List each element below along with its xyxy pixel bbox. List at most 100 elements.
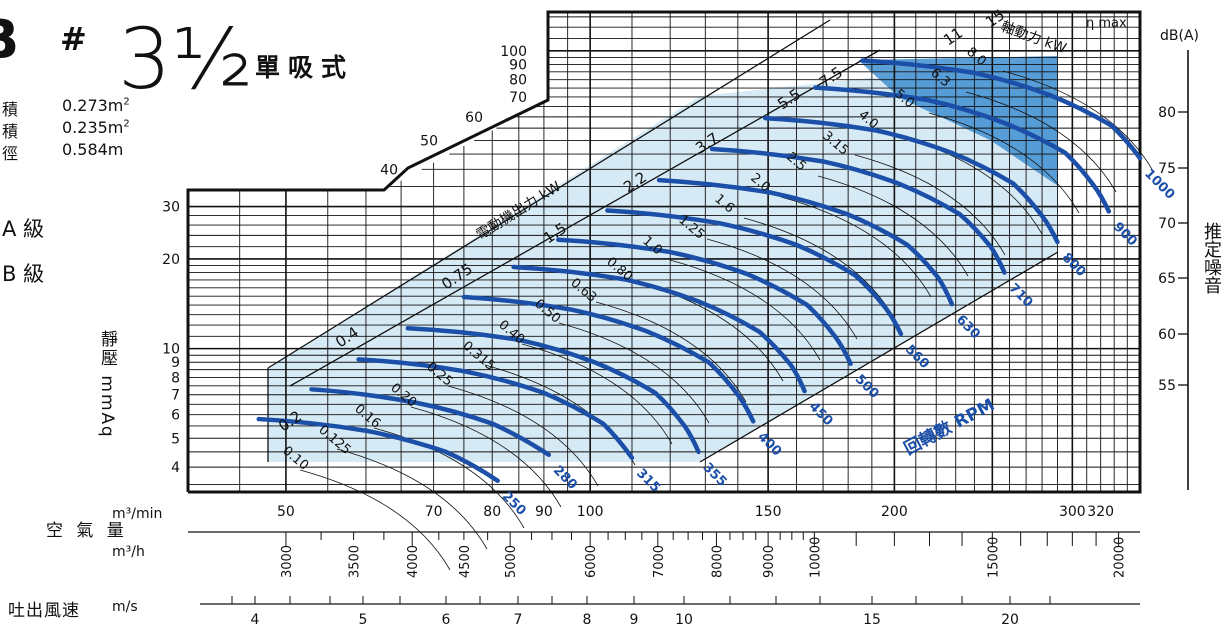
efficiency-arc: [817, 175, 969, 277]
m3h-tick-label: 4500: [458, 545, 473, 578]
x-tick-label: 320: [1087, 504, 1114, 520]
y-axis-label: 靜壓 mmAq: [97, 330, 117, 439]
spec-row: 積: [2, 122, 19, 141]
noise-unit: dB(A): [1160, 28, 1199, 44]
efficiency-arc: [336, 448, 488, 550]
rpm-curve: [860, 58, 1143, 161]
airflow-unit: m³/min: [112, 506, 163, 522]
y-tick-label: 8: [171, 370, 180, 386]
velocity-tick-label: 4: [251, 612, 260, 628]
rpm-label: 710: [1006, 281, 1036, 311]
rpm-curve: [511, 264, 807, 394]
y-tick-label: 50: [420, 133, 438, 149]
rpm-label: 630: [953, 312, 983, 342]
airflow-label: 空 氣 量: [46, 521, 128, 541]
m3h-tick-label: 20000: [1113, 537, 1128, 578]
x-tick-label: 80: [483, 504, 501, 520]
y-tick-label: 30: [162, 200, 180, 216]
spec-value: 0.235m2: [62, 118, 130, 137]
y-tick-label: 40: [380, 162, 398, 178]
velocity-tick-label: 9: [630, 612, 639, 628]
rpm-curve: [256, 416, 500, 483]
rpm-label: 500: [852, 372, 882, 402]
y-tick-label: 90: [509, 57, 527, 73]
model-prefix: B: [0, 8, 21, 71]
x-tick-label: 50: [277, 504, 295, 520]
rpm-curve: [762, 115, 1060, 245]
noise-axis-label: 推定噪音: [1201, 222, 1222, 294]
rpm-curve: [812, 85, 1112, 214]
noise-tick-label: 55: [1158, 378, 1176, 394]
x-tick-label: 150: [755, 504, 782, 520]
noise-tick-label: 65: [1158, 271, 1176, 287]
y-tick-label: 10: [162, 342, 180, 358]
y-tick-label: 4: [171, 460, 180, 476]
noise-tick-label: 75: [1158, 161, 1176, 177]
rpm-curve: [461, 294, 756, 424]
y-tick-label: 6: [171, 408, 180, 424]
efficiency-arc: [928, 112, 1080, 214]
m3h-tick-label: 6000: [584, 545, 599, 578]
m3h-tick-label: 9000: [762, 545, 777, 578]
m3h-tick-label: 5000: [504, 545, 519, 578]
efficiency-arc: [595, 301, 747, 403]
efficiency-arc: [780, 196, 932, 298]
efficiency-arc: [965, 91, 1117, 193]
rpm-label: 355: [700, 460, 730, 490]
m3h-tick-label: 10000: [808, 537, 823, 578]
velocity-tick-label: 15: [863, 612, 881, 628]
efficiency-arc: [410, 406, 562, 508]
m3h-tick-label: 3000: [280, 545, 295, 578]
noise-tick-label: 70: [1158, 216, 1176, 232]
spec-row: 積: [2, 100, 19, 119]
high-efficiency-region: [858, 56, 1058, 186]
y-tick-label: 60: [465, 110, 483, 126]
rpm-curve: [605, 208, 904, 337]
chart-frame: [186, 10, 1142, 494]
grade-b: B 級: [2, 262, 45, 286]
velocity-label: 吐出風速: [8, 601, 80, 621]
m3h-tick-label: 15000: [986, 537, 1001, 578]
rpm-curve: [556, 237, 853, 366]
rpm-curve: [709, 146, 1007, 275]
model-hash: #: [60, 20, 87, 58]
x-tick-label: 200: [881, 504, 908, 520]
grade-a: A 級: [2, 217, 45, 241]
efficiency-arc: [447, 385, 599, 487]
noise-tick-label: 80: [1158, 105, 1176, 121]
spec-row: 徑: [2, 144, 19, 163]
y-tick-label: 80: [509, 73, 527, 89]
y-tick-label: 5: [171, 431, 180, 447]
efficiency-arc: [299, 469, 451, 571]
motor-band-lower: [289, 49, 881, 387]
velocity-tick-label: 6: [442, 612, 451, 628]
velocity-tick-label: 5: [359, 612, 368, 628]
spec-value: 0.273m2: [62, 96, 130, 115]
rpm-curve: [405, 326, 701, 455]
rpm-curve: [309, 387, 552, 458]
m3h-tick-label: 4000: [406, 545, 421, 578]
m3h-tick-label: 3500: [348, 545, 363, 578]
efficiency-arc: [669, 259, 821, 361]
efficiency-arc: [558, 322, 710, 424]
velocity-tick-label: 8: [583, 612, 592, 628]
model-number: 3½: [118, 10, 253, 108]
y-tick-label: 9: [171, 355, 180, 371]
motor-band-upper: [267, 19, 831, 369]
x-tick-label: 70: [425, 504, 443, 520]
y-tick-label: 7: [171, 388, 180, 404]
y-tick-label: 70: [509, 90, 527, 106]
x-tick-label: 90: [535, 504, 553, 520]
rpm-curve: [356, 357, 635, 461]
efficiency-arc: [854, 154, 1006, 256]
shade-lower-edge: [699, 251, 1059, 463]
y-tick-label: 100: [500, 44, 527, 60]
rpm-label: 450: [806, 399, 836, 429]
x-tick-label: 100: [577, 504, 604, 520]
m3h-tick-label: 7000: [652, 545, 667, 578]
rpm-curve: [656, 177, 955, 307]
efficiency-arc: [1002, 70, 1154, 172]
efficiency-arc: [521, 343, 673, 445]
m3h-unit: m³/h: [112, 544, 145, 560]
operating-region: [268, 58, 1058, 462]
